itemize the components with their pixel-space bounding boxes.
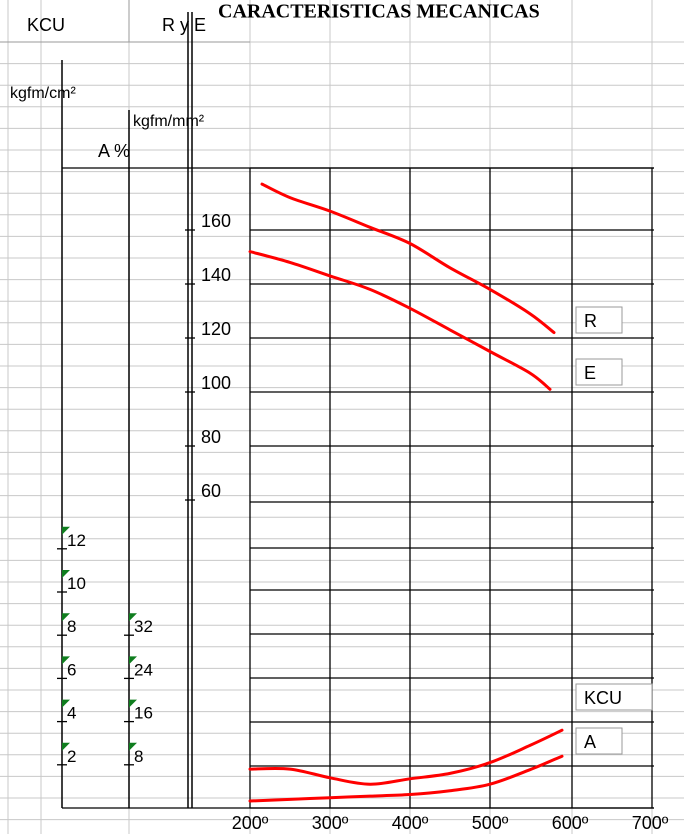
title-fragment: CARACTERISTICAS MECANICAS	[218, 1, 540, 23]
legend-label-a: A	[584, 732, 596, 752]
kcu-tick-flag	[62, 656, 70, 665]
legend-layer: R E KCU A	[575, 306, 653, 755]
legend-label-kcu: KCU	[584, 688, 622, 708]
x-tick-label: 700º	[632, 813, 669, 833]
axis-lines	[61, 0, 193, 808]
x-tick-label: 600º	[552, 813, 589, 833]
rye-axis-header: R y E	[162, 15, 206, 35]
a-tick-flag	[129, 742, 137, 751]
kcu-tick-label: 4	[67, 704, 76, 723]
rye-tick-label: 160	[201, 211, 231, 231]
legend-box-r	[575, 306, 623, 334]
kcu-tick-flag	[62, 699, 70, 708]
legend-label-r: R	[584, 311, 597, 331]
rye-unit-label: kgfm/mm²	[133, 113, 205, 130]
legend-box-e	[575, 358, 623, 386]
kcu-tick-flag	[62, 742, 70, 751]
x-tick-label: 300º	[312, 813, 349, 833]
x-tick-label: 400º	[392, 813, 429, 833]
a-tick-label: 8	[134, 747, 143, 766]
legend-box-a	[575, 727, 623, 755]
x-tick-label: 500º	[472, 813, 509, 833]
rye-tick-label: 140	[201, 265, 231, 285]
a-tick-flag	[129, 699, 137, 708]
kcu-tick-label: 10	[67, 574, 86, 593]
legend-label-e: E	[584, 363, 596, 383]
kcu-tick-label: 8	[67, 617, 76, 636]
rye-tick-label: 80	[201, 427, 221, 447]
kcu-tick-label: 6	[67, 660, 76, 679]
legend-box-kcu	[575, 683, 653, 711]
a-tick-label: 24	[134, 660, 153, 679]
series-layer	[248, 182, 564, 803]
plot-grid	[62, 167, 654, 809]
a-tick-label: 32	[134, 617, 153, 636]
a-tick-flag	[129, 656, 137, 665]
series-line-r	[260, 182, 556, 335]
a-tick-flag	[129, 613, 137, 622]
kcu-tick-label: 12	[67, 531, 86, 550]
series-line-kcu	[248, 728, 564, 786]
rye-tick-label: 60	[201, 481, 221, 501]
rye-tick-label: 120	[201, 319, 231, 339]
kcu-tick-flag	[62, 526, 70, 535]
series-line-e	[248, 250, 552, 391]
kcu-tick-flag	[62, 570, 70, 578]
a-tick-label: 16	[134, 704, 153, 723]
tick-marks	[57, 229, 195, 766]
kcu-tick-label: 2	[67, 747, 76, 766]
series-line-a	[248, 754, 564, 803]
kcu-tick-flag	[62, 613, 70, 622]
kcu-axis-header: KCU	[27, 15, 65, 35]
x-tick-label: 200º	[232, 813, 269, 833]
rye-tick-label: 100	[201, 373, 231, 393]
kcu-unit-label: kgfm/cm²	[10, 85, 76, 102]
a-percent-header: A %	[98, 141, 130, 161]
